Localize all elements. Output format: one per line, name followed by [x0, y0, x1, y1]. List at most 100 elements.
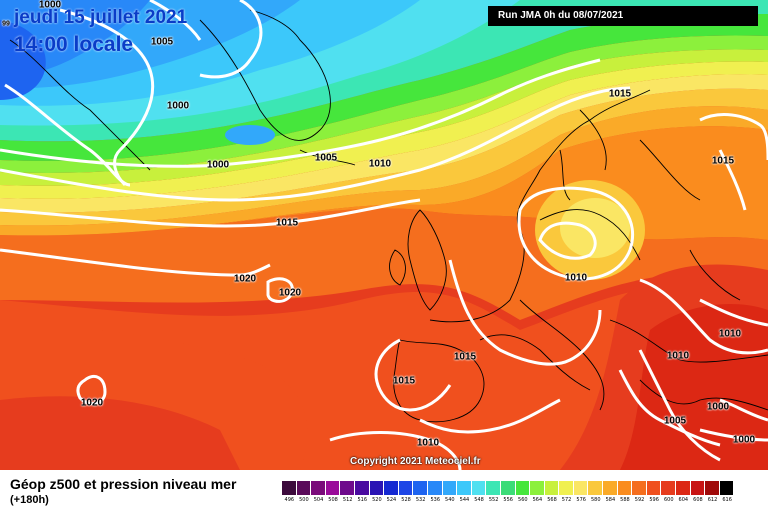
coastlines [9, 9, 768, 423]
scale-swatch [296, 481, 312, 495]
scale-swatch [646, 481, 662, 495]
scale-step: 556 [500, 481, 516, 505]
scale-swatch [705, 481, 720, 495]
scale-swatch [427, 481, 443, 495]
scale-swatch [661, 481, 677, 495]
isobar-label: 1010 [564, 272, 588, 284]
scale-label: 528 [401, 497, 411, 503]
isobar-label: 1005 [663, 415, 687, 427]
scale-label: 572 [561, 497, 572, 503]
isobar-label: 1015 [275, 217, 299, 229]
scale-label: 504 [313, 497, 324, 503]
forecast-time: 14:00 locale [14, 33, 134, 56]
scale-step: 524 [384, 481, 399, 505]
scale-label: 600 [663, 497, 674, 503]
scale-step: 580 [588, 481, 604, 505]
scale-label: 616 [722, 497, 732, 503]
isobar-label: 1000 [166, 100, 190, 112]
scale-step: 604 [676, 481, 691, 505]
scale-label: 568 [547, 497, 557, 503]
scale-step: 564 [530, 481, 545, 505]
isobar-label: 99 [2, 20, 10, 28]
scale-step: 596 [646, 481, 662, 505]
isobar-label: 1015 [453, 351, 477, 363]
isobar-label: 1015 [392, 375, 416, 387]
scale-step: 540 [442, 481, 458, 505]
legend-title: Géop z500 et pression niveau mer [10, 476, 237, 492]
scale-step: 504 [311, 481, 326, 505]
scale-label: 608 [693, 497, 703, 503]
scale-label: 520 [372, 497, 382, 503]
isobar-label: 1000 [38, 0, 62, 11]
isobar-label: 1010 [718, 328, 742, 340]
scale-step: 500 [296, 481, 312, 505]
scale-label: 512 [342, 497, 353, 503]
color-scale: 496 500 504 508 512 516 520 524 528 532 536 540 544 5… [282, 481, 735, 505]
scale-step: 588 [617, 481, 633, 505]
scale-swatch [325, 481, 341, 495]
scale-label: 592 [634, 497, 645, 503]
scale-swatch [471, 481, 487, 495]
scale-step: 616 [719, 481, 735, 505]
scale-label: 612 [707, 497, 718, 503]
scale-step: 612 [705, 481, 720, 505]
scale-label: 560 [518, 497, 528, 503]
scale-label: 580 [590, 497, 601, 503]
scale-step: 584 [603, 481, 618, 505]
scale-swatch [544, 481, 560, 495]
scale-label: 544 [459, 497, 470, 503]
isobar-label: 1000 [732, 434, 756, 446]
scale-swatch [515, 481, 531, 495]
isobar-label: 1000 [206, 159, 230, 171]
forecast-lead-time: (+180h) [10, 494, 49, 506]
isobar-label: 1020 [278, 287, 302, 299]
isobar-label: 1000 [706, 401, 730, 413]
scale-step: 608 [690, 481, 706, 505]
scale-label: 540 [445, 497, 455, 503]
isobar-label: 1005 [314, 152, 338, 164]
scale-swatch [690, 481, 706, 495]
scale-label: 532 [415, 497, 426, 503]
isobar-label: 1020 [233, 273, 257, 285]
scale-label: 500 [299, 497, 309, 503]
scale-swatch [588, 481, 604, 495]
scale-swatch [719, 481, 735, 495]
isobar-label: 1010 [368, 158, 392, 170]
scale-step: 548 [471, 481, 487, 505]
scale-label: 508 [328, 497, 338, 503]
scale-swatch [413, 481, 428, 495]
scale-step: 528 [398, 481, 414, 505]
scale-step: 560 [515, 481, 531, 505]
scale-step: 552 [486, 481, 501, 505]
scale-label: 552 [488, 497, 499, 503]
scale-swatch [632, 481, 647, 495]
scale-step: 576 [573, 481, 589, 505]
scale-step: 520 [369, 481, 385, 505]
scale-swatch [603, 481, 618, 495]
scale-step: 496 [282, 481, 297, 505]
scale-step: 600 [661, 481, 677, 505]
scale-swatch [442, 481, 458, 495]
scale-swatch [617, 481, 633, 495]
scale-swatch [282, 481, 297, 495]
scale-swatch [573, 481, 589, 495]
isobar-label: 1020 [80, 397, 104, 409]
scale-label: 548 [474, 497, 484, 503]
scale-step: 516 [354, 481, 370, 505]
scale-label: 516 [357, 497, 368, 503]
scale-swatch [354, 481, 370, 495]
isobar-label: 1015 [608, 88, 632, 100]
scale-swatch [457, 481, 472, 495]
legend-footer: Géop z500 et pression niveau mer (+180h)… [0, 470, 768, 512]
scale-step: 536 [427, 481, 443, 505]
scale-label: 584 [605, 497, 616, 503]
isobar-label: 1010 [666, 350, 690, 362]
scale-swatch [500, 481, 516, 495]
map-canvas [0, 0, 768, 470]
scale-step: 592 [632, 481, 647, 505]
scale-step: 532 [413, 481, 428, 505]
isobar-label: 1010 [416, 437, 440, 449]
copyright: Copyright 2021 Meteociel.fr [350, 456, 481, 467]
scale-swatch [369, 481, 385, 495]
